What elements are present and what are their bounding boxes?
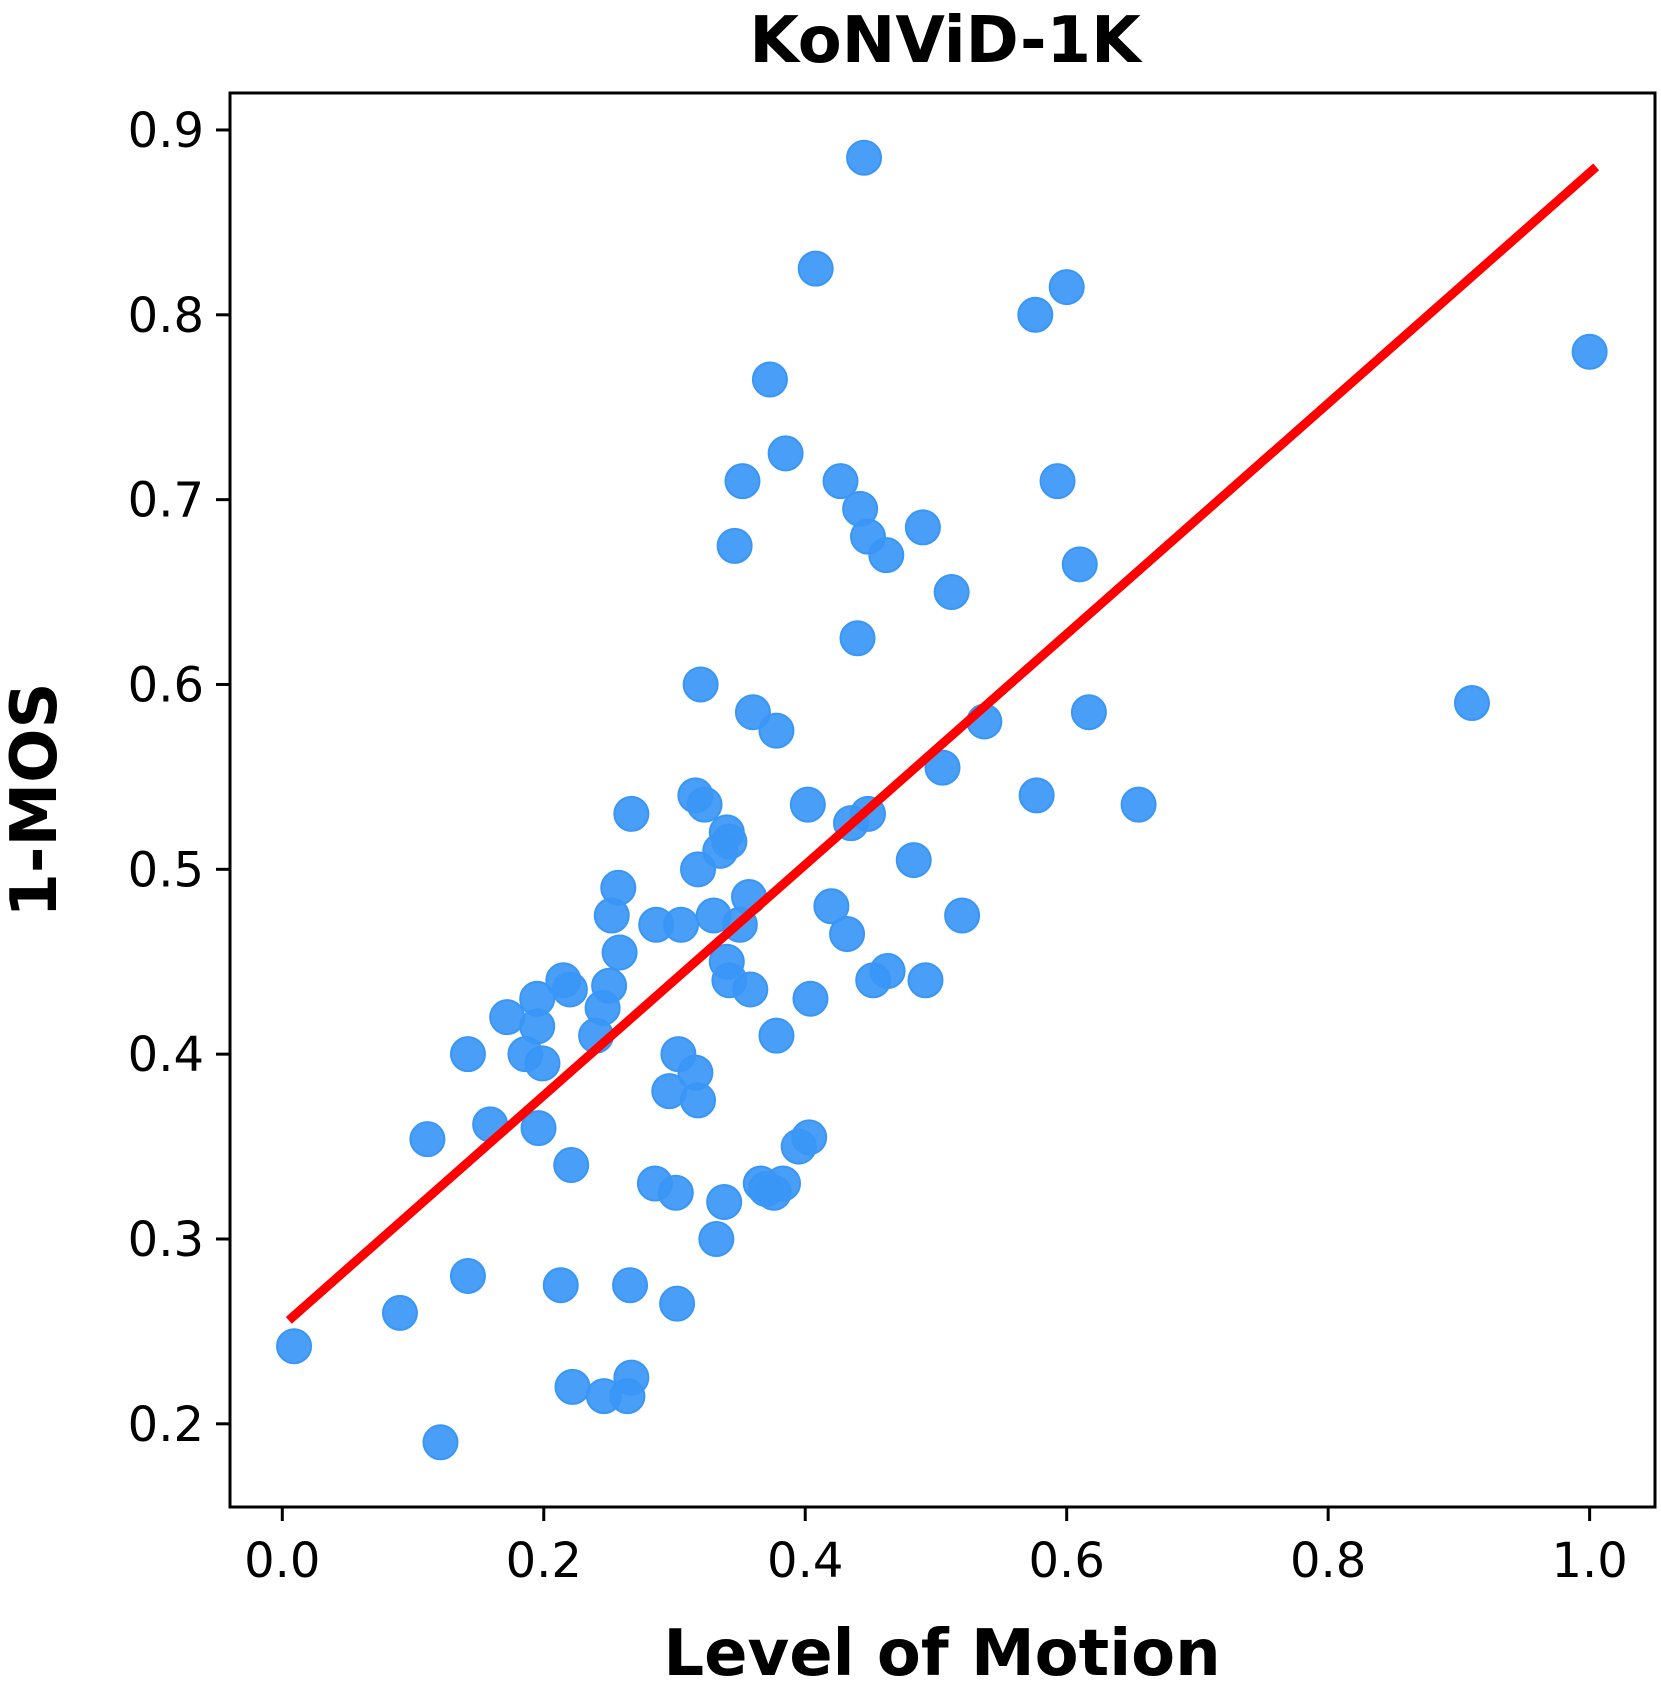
data-point xyxy=(657,1174,694,1211)
x-tick-label: 0.6 xyxy=(1029,1533,1105,1589)
y-axis: 0.2 0.3 0.4 0.5 0.6 0.7 0.8 0.9 xyxy=(128,103,230,1453)
data-point xyxy=(904,509,941,546)
data-point xyxy=(449,1036,486,1073)
data-point xyxy=(680,851,717,888)
y-tick-label: 0.3 xyxy=(128,1212,204,1268)
data-point xyxy=(846,139,883,176)
data-points xyxy=(276,139,1608,1461)
y-tick-label: 0.4 xyxy=(128,1027,204,1083)
data-point xyxy=(868,537,905,574)
data-point xyxy=(822,463,859,500)
y-tick-label: 0.6 xyxy=(128,657,204,713)
data-point xyxy=(422,1424,459,1461)
data-point xyxy=(1017,296,1054,333)
data-point xyxy=(797,250,834,287)
data-point xyxy=(716,527,753,564)
data-point xyxy=(613,795,650,832)
data-point xyxy=(609,1378,646,1415)
data-point xyxy=(724,463,761,500)
data-point xyxy=(792,980,829,1017)
data-point xyxy=(829,916,866,953)
x-axis: 0.0 0.2 0.4 0.6 0.8 1.0 xyxy=(244,1507,1628,1589)
data-point xyxy=(542,1267,579,1304)
data-point xyxy=(767,435,804,472)
data-point xyxy=(734,694,771,731)
y-axis-label: 1-MOS xyxy=(0,682,72,917)
data-point xyxy=(789,786,826,823)
data-point xyxy=(732,971,769,1008)
x-axis-label: Level of Motion xyxy=(663,1617,1220,1689)
data-point xyxy=(758,1017,795,1054)
data-point xyxy=(758,712,795,749)
data-point xyxy=(698,1220,735,1257)
x-tick-label: 0.4 xyxy=(767,1533,843,1589)
data-point xyxy=(593,897,630,934)
plot-frame xyxy=(228,91,1657,1509)
data-point xyxy=(1453,684,1490,721)
data-point xyxy=(553,1147,590,1184)
data-point xyxy=(765,1165,802,1202)
x-tick-label: 0.2 xyxy=(506,1533,582,1589)
data-point xyxy=(381,1294,418,1331)
data-point xyxy=(601,934,638,971)
data-point xyxy=(895,842,932,879)
data-point xyxy=(1039,463,1076,500)
data-point xyxy=(855,962,892,999)
data-point xyxy=(944,897,981,934)
x-tick-label: 0.0 xyxy=(244,1533,320,1589)
data-point xyxy=(813,888,850,925)
data-point xyxy=(612,1267,649,1304)
x-tick-label: 1.0 xyxy=(1551,1533,1627,1589)
data-point xyxy=(924,749,961,786)
data-point xyxy=(791,1119,828,1156)
data-point xyxy=(751,361,788,398)
y-tick-label: 0.7 xyxy=(128,473,204,529)
y-tick-label: 0.9 xyxy=(128,103,204,159)
data-point xyxy=(409,1121,446,1158)
data-point xyxy=(1571,333,1608,370)
data-point xyxy=(1070,694,1107,731)
data-point xyxy=(663,906,700,943)
y-tick-label: 0.8 xyxy=(128,288,204,344)
data-point xyxy=(554,1368,591,1405)
data-point xyxy=(1120,786,1157,823)
data-point xyxy=(489,999,526,1036)
data-point xyxy=(839,620,876,657)
data-point xyxy=(686,786,723,823)
y-tick-label: 0.2 xyxy=(128,1397,204,1453)
data-point xyxy=(1048,269,1085,306)
fit-line xyxy=(285,163,1600,1324)
chart-title: KoNViD-1K xyxy=(749,4,1143,78)
data-point xyxy=(682,666,719,703)
data-point xyxy=(907,962,944,999)
data-point xyxy=(524,1045,561,1082)
x-tick-label: 0.8 xyxy=(1290,1533,1366,1589)
y-tick-label: 0.5 xyxy=(128,842,204,898)
data-point xyxy=(933,574,970,611)
data-point xyxy=(551,971,588,1008)
data-point xyxy=(276,1328,313,1365)
data-point xyxy=(520,1110,557,1147)
data-point xyxy=(680,1082,717,1119)
data-point xyxy=(706,1184,743,1221)
data-point xyxy=(449,1257,486,1294)
data-point xyxy=(1061,546,1098,583)
data-point xyxy=(1018,777,1055,814)
data-point xyxy=(659,1285,696,1322)
